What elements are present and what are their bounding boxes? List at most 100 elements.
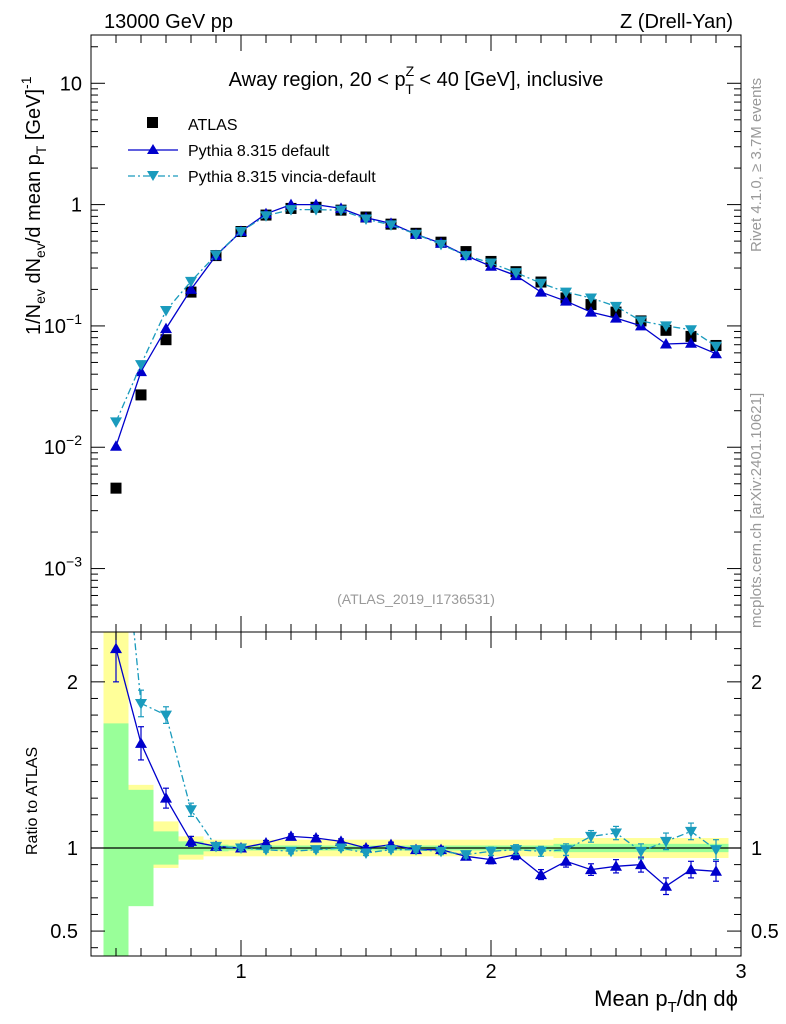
- main-point-vincia: [210, 250, 222, 261]
- ratio-point-default: [160, 792, 172, 803]
- main-point-default: [535, 286, 547, 297]
- y-label-part: dN: [23, 258, 45, 289]
- ratio-y-tick-label-right: 2: [751, 672, 762, 694]
- legend-entry-vincia: Pythia 8.315 vincia-default: [188, 169, 376, 186]
- tick-label-exponent: −1: [66, 311, 82, 327]
- main-y-axis-label: 1/Nev dNev/d mean pT [GeV]-1: [18, 76, 49, 335]
- tick-label-exponent: −2: [66, 432, 82, 448]
- main-point-vincia: [435, 239, 447, 251]
- ratio-point-vincia: [135, 698, 147, 710]
- ratio-series-line-vincia: [133, 632, 717, 856]
- ratio-y-axis-label: Ratio to ATLAS: [24, 747, 41, 855]
- ratio-point-default: [285, 830, 297, 841]
- legend-vincia-marker: [147, 171, 159, 181]
- rivet-version-label: Rivet 4.1.0, ≥ 3.7M events: [748, 78, 765, 252]
- main-point-vincia: [360, 214, 372, 226]
- ratio-point-default: [685, 863, 697, 875]
- ratio-point-vincia: [185, 805, 197, 816]
- main-point-default: [585, 306, 597, 317]
- y-label-part: ev: [32, 243, 48, 258]
- ratio-point-vincia: [510, 845, 522, 856]
- y-label-part: [GeV]: [23, 89, 45, 146]
- ratio-point-default: [535, 868, 547, 880]
- main-point-vincia: [635, 316, 647, 327]
- main-point-vincia: [235, 227, 247, 238]
- ratio-point-default: [635, 858, 647, 870]
- ratio-point-vincia: [260, 845, 272, 856]
- main-point-vincia: [660, 321, 672, 332]
- legend-entry-atlas: ATLAS: [188, 117, 238, 134]
- main-series-line-default: [115, 203, 717, 447]
- main-point-vincia: [160, 306, 172, 317]
- ratio-point-vincia: [585, 831, 597, 843]
- header-process-label: Z (Drell-Yan): [620, 11, 733, 33]
- main-y-tick-label: 10−2: [44, 432, 82, 459]
- ratio-point-vincia: [560, 845, 572, 856]
- main-point-default: [135, 365, 147, 377]
- y-label-part: ev: [32, 289, 48, 304]
- main-point-default: [610, 312, 622, 323]
- main-y-tick-label: 10−1: [44, 311, 82, 338]
- main-point-vincia: [535, 278, 547, 290]
- ratio-point-vincia: [235, 843, 247, 854]
- main-point-atlas: [685, 330, 697, 342]
- legend-entry-default: Pythia 8.315 default: [188, 143, 330, 160]
- ratio-point-vincia: [410, 845, 422, 856]
- ratio-point-default: [485, 853, 497, 865]
- ratio-point-vincia: [335, 843, 347, 854]
- main-point-default: [110, 440, 122, 451]
- mcplots-source-label: mcplots.cern.ch [arXiv:2401.10621]: [748, 393, 765, 628]
- ratio-point-vincia: [635, 846, 647, 858]
- main-point-default: [685, 337, 697, 348]
- main-point-atlas: [135, 389, 147, 401]
- ratio-point-default: [135, 737, 147, 748]
- main-point-vincia: [510, 268, 522, 279]
- ratio-point-default: [110, 642, 122, 654]
- ratio-panel-frame: [90, 631, 742, 957]
- main-point-vincia: [310, 205, 322, 216]
- legend-default-marker: [147, 144, 159, 154]
- main-point-atlas: [160, 334, 172, 346]
- y-label-part: T: [33, 145, 49, 154]
- main-series-line-vincia: [115, 208, 717, 423]
- main-point-vincia: [460, 251, 472, 262]
- ratio-point-default: [660, 880, 672, 891]
- main-point-vincia: [185, 276, 197, 288]
- ratio-point-vincia: [685, 826, 697, 838]
- ratio-plot-area: [110, 632, 722, 896]
- x-label-post: /dη dϕ: [677, 986, 738, 1011]
- ratio-point-default: [585, 863, 597, 875]
- x-tick-label: 2: [485, 961, 496, 983]
- legend: ATLAS Pythia 8.315 default Pythia 8.315 …: [128, 117, 376, 186]
- ratio-y-tick-label-right: 1: [751, 838, 762, 860]
- title-sub: T: [405, 81, 414, 97]
- ratio-point-default: [610, 860, 622, 871]
- main-y-tick-label: 1: [71, 195, 82, 217]
- main-point-vincia: [685, 325, 697, 336]
- ratio-point-vincia: [285, 846, 297, 858]
- main-point-vincia: [135, 360, 147, 371]
- band-stat-segment: [103, 723, 129, 956]
- main-point-atlas: [110, 482, 122, 494]
- title-pre: Away region, 20 < p: [229, 69, 406, 91]
- main-point-vincia: [410, 229, 422, 241]
- x-tick-label: 3: [735, 961, 746, 983]
- ratio-point-vincia: [535, 846, 547, 858]
- header-energy-label: 13000 GeV pp: [104, 11, 233, 33]
- title-sup: Z: [406, 63, 415, 79]
- ratio-point-default: [710, 865, 722, 876]
- ratio-point-vincia: [610, 828, 622, 840]
- ratio-point-vincia: [435, 846, 447, 858]
- ratio-point-vincia: [360, 848, 372, 859]
- ratio-point-vincia: [310, 845, 322, 856]
- ratio-point-vincia: [485, 846, 497, 858]
- title-post: < 40 [GeV], inclusive: [414, 69, 604, 91]
- main-point-default: [160, 322, 172, 334]
- ratio-point-default: [560, 855, 572, 866]
- main-point-vincia: [710, 341, 722, 353]
- tick-label-base: 10: [44, 559, 66, 581]
- tick-label-exponent: −3: [66, 554, 82, 570]
- y-label-part: -1: [18, 76, 34, 89]
